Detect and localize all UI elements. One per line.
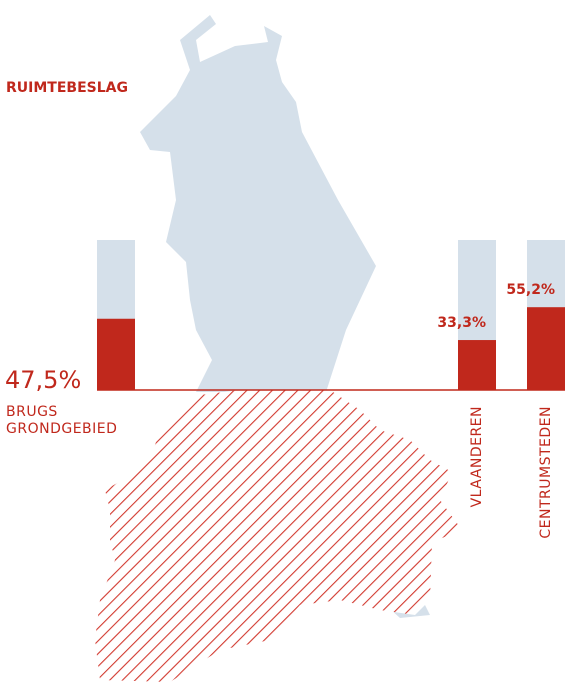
value-label: 33,3% [437, 315, 486, 331]
category-label: CENTRUMSTEDEN [538, 406, 554, 539]
bar [458, 340, 496, 390]
category-label: BRUGS GRONDGEBIED [6, 404, 118, 437]
bar [527, 307, 565, 390]
map-silhouette [140, 15, 376, 392]
map-hatched [95, 390, 462, 682]
category-label: VLAANDEREN [469, 406, 485, 507]
chart-title: RUIMTEBESLAG [6, 80, 128, 96]
bar [97, 318, 135, 390]
value-label: 55,2% [506, 282, 555, 298]
value-label: 47,5% [5, 366, 81, 394]
